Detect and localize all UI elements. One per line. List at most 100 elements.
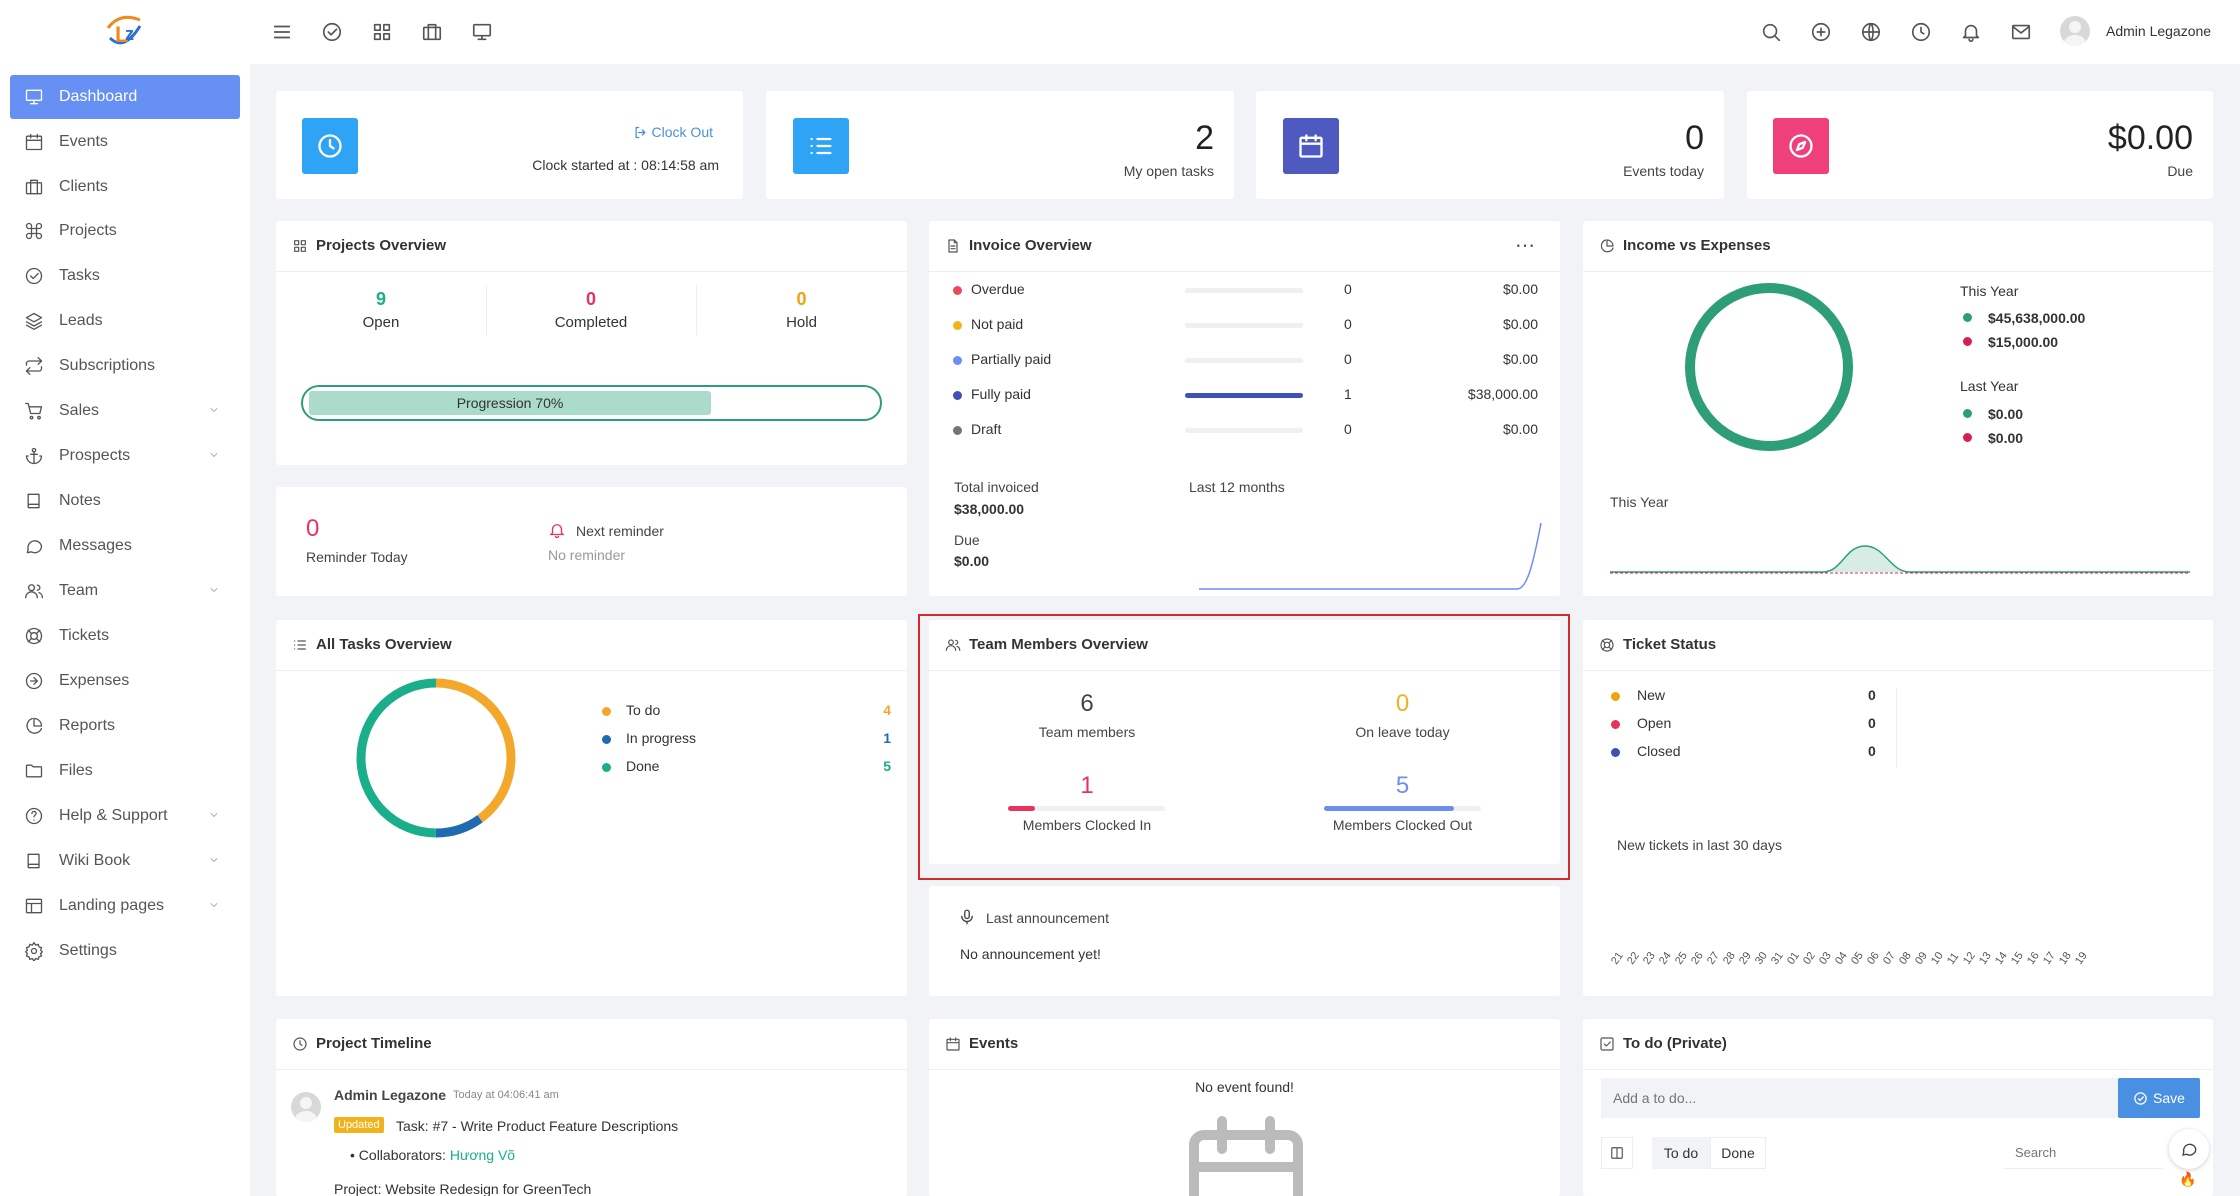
- compass-icon: [1773, 118, 1829, 174]
- day-label: 02: [1801, 949, 1818, 967]
- mail-icon[interactable]: [2009, 20, 2033, 44]
- sidebar-item-team[interactable]: Team: [10, 569, 240, 613]
- clocked-out-count[interactable]: 5: [1395, 772, 1410, 799]
- sidebar-item-reports[interactable]: Reports: [10, 704, 240, 748]
- invoice-status-label[interactable]: Fully paid: [971, 386, 1031, 402]
- invoice-status-label[interactable]: Not paid: [971, 316, 1024, 332]
- timeline-task[interactable]: Task: #7 - Write Product Feature Descrip…: [396, 1118, 679, 1134]
- bell-icon[interactable]: [1959, 20, 1983, 44]
- todo-input[interactable]: [1601, 1078, 2136, 1118]
- tab-done[interactable]: Done: [1710, 1137, 1766, 1169]
- events-today-card[interactable]: 0 Events today: [1256, 91, 1724, 199]
- task-status-label[interactable]: Done: [626, 758, 660, 774]
- card-title-label: Team Members Overview: [969, 636, 1148, 653]
- invoice-status-label[interactable]: Partially paid: [971, 351, 1052, 367]
- sidebar-item-settings[interactable]: Settings: [10, 929, 240, 973]
- sidebar-item-dashboard[interactable]: Dashboard: [10, 75, 240, 119]
- sidebar-item-prospects[interactable]: Prospects: [10, 434, 240, 478]
- menu-icon[interactable]: [270, 20, 294, 44]
- sidebar-item-label: Prospects: [59, 447, 131, 464]
- ticket-status-label[interactable]: New: [1637, 687, 1666, 703]
- sidebar-item-expenses[interactable]: Expenses: [10, 659, 240, 703]
- timeline-user[interactable]: Admin Legazone: [334, 1087, 447, 1103]
- project-timeline-title: Project Timeline: [292, 1035, 432, 1052]
- status-dot: [1611, 692, 1620, 701]
- arrow-circle-icon: [25, 672, 43, 690]
- on-leave-label: On leave today: [1355, 724, 1450, 740]
- task-status-label[interactable]: To do: [626, 702, 661, 718]
- globe-icon[interactable]: [1859, 20, 1883, 44]
- tab-todo[interactable]: To do: [1652, 1137, 1710, 1169]
- invoice-status-label[interactable]: Overdue: [971, 281, 1025, 297]
- due-card[interactable]: $0.00 Due: [1747, 91, 2213, 199]
- sidebar-item-subscriptions[interactable]: Subscriptions: [10, 344, 240, 388]
- task-status-count[interactable]: 5: [883, 758, 891, 774]
- status-dot: [953, 391, 962, 400]
- task-status-label[interactable]: In progress: [626, 730, 697, 746]
- tasks-overview-title: All Tasks Overview: [292, 636, 452, 653]
- clock-icon[interactable]: [1909, 20, 1933, 44]
- calendar-icon: [1283, 118, 1339, 174]
- tasks-donut-chart: [356, 678, 516, 838]
- chart-this-year-label: This Year: [1610, 494, 1669, 510]
- ticket-status-title: Ticket Status: [1599, 636, 1716, 653]
- divider: [929, 670, 1560, 671]
- plus-circle-icon[interactable]: [1809, 20, 1833, 44]
- sidebar-item-events[interactable]: Events: [10, 120, 240, 164]
- logo[interactable]: L z: [100, 8, 148, 56]
- team-members-count[interactable]: 6: [1080, 690, 1094, 717]
- save-button[interactable]: Save: [2118, 1078, 2200, 1118]
- monitor-icon: [25, 89, 43, 105]
- logout-icon: [635, 126, 646, 138]
- ticket-status-label[interactable]: Open: [1637, 715, 1672, 731]
- invoice-status-count: 0: [1344, 281, 1352, 297]
- sidebar-item-projects[interactable]: Projects: [10, 209, 240, 253]
- projects-completed-count[interactable]: 0: [585, 289, 596, 309]
- chevron-down-icon: [208, 898, 222, 912]
- briefcase-icon[interactable]: [420, 20, 444, 44]
- check-circle-icon[interactable]: [320, 20, 344, 44]
- sidebar-item-sales[interactable]: Sales: [10, 389, 240, 433]
- invoice-status-count: 0: [1344, 316, 1352, 332]
- invoice-status-label[interactable]: Draft: [971, 421, 1002, 437]
- search-icon[interactable]: [1759, 20, 1783, 44]
- sidebar-item-leads[interactable]: Leads: [10, 299, 240, 343]
- sidebar-item-notes[interactable]: Notes: [10, 479, 240, 523]
- task-status-count[interactable]: 1: [883, 730, 891, 746]
- grid-icon: [294, 239, 306, 252]
- chat-icon[interactable]: [2169, 1129, 2209, 1169]
- open-tasks-card[interactable]: 2 My open tasks: [766, 91, 1234, 199]
- sidebar-item-tickets[interactable]: Tickets: [10, 614, 240, 658]
- sidebar-item-files[interactable]: Files: [10, 749, 240, 793]
- clock-out-label: Clock Out: [651, 124, 713, 140]
- clock-out-link[interactable]: Clock Out: [633, 124, 713, 140]
- due-label: Due: [2167, 163, 2193, 179]
- projects-hold-count[interactable]: 0: [796, 289, 807, 309]
- clocked-in-count[interactable]: 1: [1080, 772, 1094, 799]
- day-label: 09: [1913, 949, 1930, 967]
- status-dot: [1611, 748, 1620, 757]
- monitor-icon[interactable]: [470, 20, 494, 44]
- task-status-count[interactable]: 4: [883, 702, 891, 718]
- grid-icon[interactable]: [370, 20, 394, 44]
- sidebar-item-wiki-book[interactable]: Wiki Book: [10, 839, 240, 883]
- cart-icon: [25, 402, 43, 420]
- on-leave-count[interactable]: 0: [1395, 690, 1410, 717]
- timeline-project[interactable]: Project: Website Redesign for GreenTech: [334, 1181, 592, 1196]
- sidebar-item-tasks[interactable]: Tasks: [10, 254, 240, 298]
- ticket-status-label[interactable]: Closed: [1637, 743, 1681, 759]
- sidebar-item-landing-pages[interactable]: Landing pages: [10, 884, 240, 928]
- columns-icon[interactable]: [1601, 1137, 1633, 1169]
- status-dot: [953, 286, 962, 295]
- more-options-icon[interactable]: ⋯: [1515, 235, 1536, 257]
- user-menu[interactable]: Admin Legazone: [2060, 16, 2211, 46]
- sidebar-item-clients[interactable]: Clients: [10, 165, 240, 209]
- search-input[interactable]: [2003, 1137, 2163, 1169]
- announcement-text: No announcement yet!: [960, 946, 1101, 962]
- day-label: 08: [1897, 949, 1914, 967]
- sidebar-item-messages[interactable]: Messages: [10, 524, 240, 568]
- sidebar-item-help-support[interactable]: Help & Support: [10, 794, 240, 838]
- invoice-status-count: 0: [1344, 351, 1352, 367]
- projects-open-count[interactable]: 9: [375, 289, 386, 309]
- collaborator-name[interactable]: Hương Võ: [449, 1147, 516, 1163]
